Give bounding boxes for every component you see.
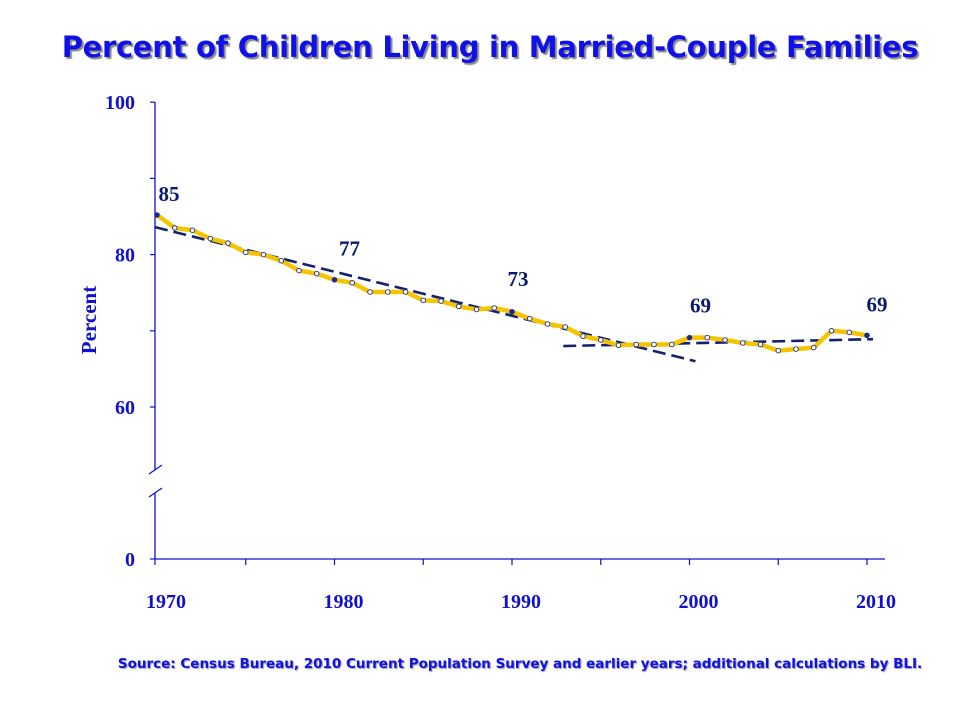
data-point bbox=[757, 341, 764, 348]
data-point bbox=[686, 334, 693, 341]
data-point bbox=[473, 306, 480, 313]
y-tick-label: 0 bbox=[125, 549, 135, 571]
data-point bbox=[864, 332, 870, 339]
data-point bbox=[278, 257, 285, 264]
data-point bbox=[793, 346, 799, 352]
data-point bbox=[562, 324, 569, 330]
data-point bbox=[314, 270, 320, 277]
data-label: 85 bbox=[159, 182, 180, 206]
chart-title: Percent of Children Living in Married-Co… bbox=[61, 30, 919, 64]
trend-line bbox=[154, 225, 696, 363]
data-point bbox=[669, 341, 675, 348]
data-point bbox=[189, 227, 196, 233]
data-point bbox=[615, 342, 622, 349]
data-label: 69 bbox=[867, 292, 888, 316]
data-point bbox=[527, 315, 533, 322]
data-point bbox=[491, 305, 498, 311]
x-tick-label: 1970 bbox=[146, 591, 186, 613]
data-label: 69 bbox=[690, 294, 711, 318]
data-point bbox=[580, 333, 586, 339]
data-point bbox=[775, 347, 782, 354]
x-tick-label: 1980 bbox=[324, 591, 364, 613]
data-point bbox=[207, 235, 213, 242]
data-point bbox=[456, 303, 462, 310]
axis-break-mark bbox=[148, 487, 163, 498]
data-point bbox=[367, 289, 373, 295]
y-tick-label: 80 bbox=[115, 245, 135, 267]
axis-break-mark bbox=[148, 464, 163, 475]
y-axis-title: Percent bbox=[77, 286, 101, 354]
data-point bbox=[331, 276, 338, 283]
data-point bbox=[598, 337, 604, 343]
data-point bbox=[651, 341, 657, 348]
data-point bbox=[402, 289, 409, 295]
data-point bbox=[846, 329, 853, 336]
data-point bbox=[544, 321, 551, 327]
x-tick-label: 1990 bbox=[501, 591, 541, 613]
data-point bbox=[438, 298, 444, 304]
data-label: 73 bbox=[508, 267, 529, 291]
data-point bbox=[722, 337, 728, 343]
x-tick-label: 2000 bbox=[679, 591, 719, 613]
data-point bbox=[225, 240, 231, 246]
data-point bbox=[740, 340, 746, 346]
source-note: Source: Census Bureau, 2010 Current Popu… bbox=[117, 656, 923, 672]
data-point bbox=[260, 251, 267, 258]
data-label: 77 bbox=[339, 237, 360, 261]
y-tick-label: 100 bbox=[105, 92, 135, 114]
x-tick-label: 2010 bbox=[856, 591, 896, 613]
data-point bbox=[704, 334, 711, 341]
data-point bbox=[811, 344, 817, 351]
data-point bbox=[349, 280, 356, 286]
data-point bbox=[296, 267, 302, 274]
data-point bbox=[171, 225, 178, 231]
data-point bbox=[633, 341, 640, 348]
data-point bbox=[385, 289, 391, 295]
data-point bbox=[242, 249, 249, 256]
data-point bbox=[154, 212, 160, 218]
data-point bbox=[420, 297, 427, 304]
data-point bbox=[509, 309, 515, 315]
data-point bbox=[828, 328, 835, 334]
y-tick-label: 60 bbox=[115, 397, 135, 419]
